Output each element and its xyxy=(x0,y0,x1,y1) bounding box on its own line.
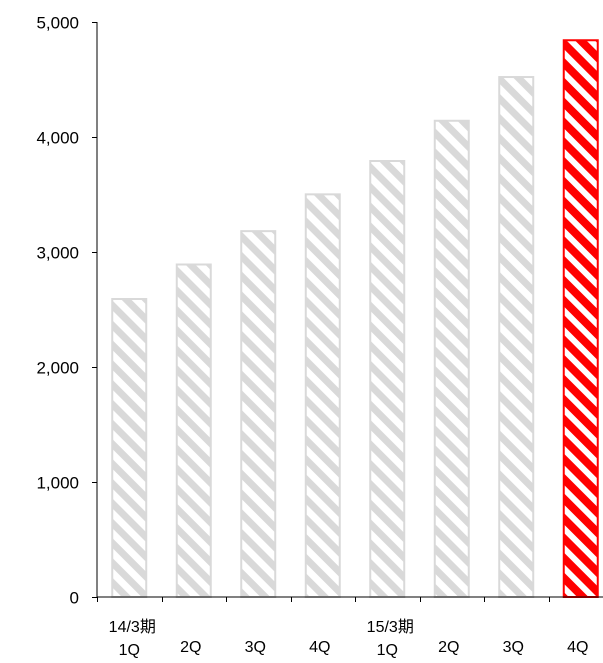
x-tick-label: 3Q xyxy=(503,639,524,656)
y-tick-label: 3,000 xyxy=(36,244,79,263)
bar xyxy=(304,193,341,598)
x-tick-label: 1Q xyxy=(377,642,398,658)
bar xyxy=(369,160,406,598)
y-tick-label: 5,000 xyxy=(36,14,79,33)
axes-layer xyxy=(92,22,603,602)
bar xyxy=(175,263,212,598)
y-tick-label: 4,000 xyxy=(36,129,79,148)
x-tick-label-period: 14/3期 xyxy=(109,618,156,636)
bar xyxy=(433,119,470,598)
x-tick-label: 4Q xyxy=(567,639,588,656)
x-tick-label: 4Q xyxy=(309,639,330,656)
bar xyxy=(240,230,277,598)
bar xyxy=(111,298,148,598)
bars-layer xyxy=(111,39,599,599)
x-tick-label: 3Q xyxy=(245,639,266,656)
x-tick-label: 1Q xyxy=(119,642,140,658)
x-tick-label: 2Q xyxy=(438,639,459,656)
x-tick-label-period: 15/3期 xyxy=(367,618,414,636)
x-tick-labels: 14/3期 1Q 2Q 3Q 4Q 15/3期 1Q 2Q 3Q 4Q xyxy=(109,618,589,659)
y-tick-label: 1,000 xyxy=(36,474,79,493)
y-tick-label: 0 xyxy=(70,589,79,608)
y-tick-label: 2,000 xyxy=(36,359,79,378)
x-tick-label: 2Q xyxy=(180,639,201,656)
y-tick-labels: 0 1,000 2,000 3,000 4,000 5,000 xyxy=(36,14,79,608)
bar-highlight xyxy=(562,39,599,598)
bar xyxy=(498,76,535,599)
